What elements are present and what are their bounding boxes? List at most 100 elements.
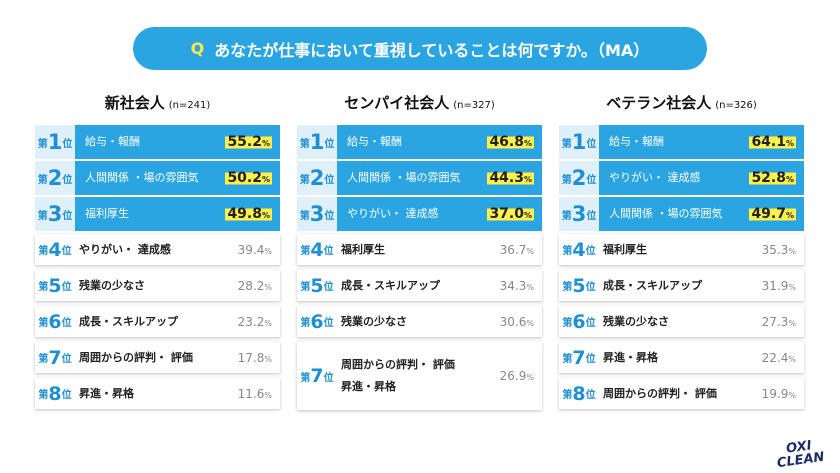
rank-number: 7 — [572, 346, 586, 369]
value-highlight: 36.7% — [500, 243, 534, 257]
value-number: 49.8 — [227, 206, 262, 222]
rank-prefix: 第 — [561, 138, 572, 150]
rank-suffix: 位 — [61, 318, 72, 329]
value-number: 17.8 — [237, 350, 265, 365]
item-label: 人間関係 ・場の雰囲気 — [337, 167, 487, 189]
rank-row: 第 5 位成長・スキルアップ 31.9% — [559, 270, 804, 301]
rank-suffix: 位 — [323, 318, 334, 329]
rank-suffix: 位 — [586, 210, 597, 222]
value: 28.2% — [238, 279, 280, 293]
rank-row: 第 3 位福利厚生 49.8% — [35, 197, 280, 231]
rank-suffix: 位 — [323, 246, 334, 257]
value: 17.8% — [238, 351, 280, 365]
rank-prefix: 第 — [38, 354, 49, 365]
value: 35.3% — [762, 243, 804, 257]
rank-prefix: 第 — [38, 390, 49, 401]
percent: % — [788, 354, 796, 364]
value: 39.4% — [238, 243, 280, 257]
rank-number: 2 — [571, 166, 587, 190]
rank-row: 第 7 位周囲からの評判・ 評価 昇進・昇格 26.9% — [297, 342, 542, 410]
label-line: 人間関係 ・場の雰囲気 — [85, 171, 199, 184]
rank-row: 第 7 位昇進・昇格 22.4% — [559, 342, 804, 373]
value: 49.7% — [749, 206, 804, 222]
percent: % — [523, 175, 532, 184]
value-number: 11.6 — [237, 386, 265, 401]
value-number: 27.3 — [761, 314, 789, 329]
item-label: やりがい・ 達成感 — [75, 239, 238, 261]
value-number: 35.3 — [761, 242, 789, 257]
percent: % — [261, 211, 270, 220]
value-highlight: 26.9% — [500, 369, 534, 383]
label-line: 昇進・昇格 — [79, 386, 134, 400]
value-number: 46.8 — [489, 134, 524, 150]
value-highlight: 30.6% — [500, 315, 534, 329]
rank-suffix: 位 — [585, 390, 596, 401]
label-line: 昇進・昇格 — [603, 350, 658, 364]
rank-suffix: 位 — [585, 246, 596, 257]
rank-row: 第 2 位人間関係 ・場の雰囲気 44.3% — [297, 161, 542, 195]
rank-row: 第 6 位成長・スキルアップ 23.2% — [35, 306, 280, 337]
column-title: ベテラン社会人 (n=326) — [559, 92, 804, 113]
value: 52.8% — [749, 170, 804, 186]
value-number: 34.3 — [499, 278, 527, 293]
value-number: 64.1 — [751, 134, 786, 150]
value-number: 36.7 — [499, 242, 527, 257]
rank-row: 第 4 位福利厚生 35.3% — [559, 234, 804, 265]
percent: % — [526, 318, 534, 328]
value-highlight: 11.6% — [238, 387, 272, 401]
value: 50.2% — [225, 170, 280, 186]
rank-number: 7 — [310, 365, 324, 387]
rank-row: 第 1 位給与・報酬 64.1% — [559, 125, 804, 159]
value: 36.7% — [500, 243, 542, 257]
item-label: やりがい・ 達成感 — [599, 167, 749, 189]
value-highlight: 64.1% — [749, 134, 796, 150]
label-line: 福利厚生 — [85, 207, 129, 220]
value: 55.2% — [225, 134, 280, 150]
rank-suffix: 位 — [62, 174, 73, 186]
sample-size: (n=327) — [453, 100, 495, 111]
rank-prefix: 第 — [300, 282, 311, 293]
rank-suffix: 位 — [586, 138, 597, 150]
rank-number: 8 — [572, 382, 586, 405]
title-text: 新社会人 — [104, 94, 165, 112]
label-line: やりがい・ 達成感 — [347, 207, 439, 220]
rank-number: 6 — [572, 310, 586, 333]
value-number: 28.2 — [237, 278, 265, 293]
rank-suffix: 位 — [323, 372, 334, 384]
value: 34.3% — [500, 279, 542, 293]
value: 37.0% — [487, 206, 542, 222]
value-number: 44.3 — [489, 170, 524, 186]
percent: % — [788, 282, 796, 292]
value-number: 31.9 — [761, 278, 789, 293]
rank-row: 第 7 位周囲からの評判・ 評価 17.8% — [35, 342, 280, 373]
item-label: 残業の少なさ — [599, 311, 762, 333]
item-label: やりがい・ 達成感 — [337, 203, 487, 225]
item-label: 福利厚生 — [75, 203, 225, 225]
value-highlight: 49.8% — [225, 206, 272, 222]
item-label: 昇進・昇格 — [75, 383, 238, 405]
rank-row: 第 1 位給与・報酬 55.2% — [35, 125, 280, 159]
value-highlight: 55.2% — [225, 134, 272, 150]
rank-prefix: 第 — [38, 318, 49, 329]
value-highlight: 34.3% — [500, 279, 534, 293]
value-highlight: 17.8% — [238, 351, 272, 365]
rank-row: 第 4 位やりがい・ 達成感 39.4% — [35, 234, 280, 265]
value-highlight: 28.2% — [238, 279, 272, 293]
value-number: 55.2 — [227, 134, 262, 150]
rank-prefix: 第 — [561, 210, 572, 222]
percent: % — [526, 246, 534, 256]
value: 23.2% — [238, 315, 280, 329]
value-number: 22.4 — [761, 350, 789, 365]
rank-prefix: 第 — [562, 390, 573, 401]
column-title: 新社会人 (n=241) — [35, 92, 280, 113]
rank-row: 第 3 位人間関係 ・場の雰囲気 49.7% — [559, 197, 804, 231]
rank-prefix: 第 — [562, 354, 573, 365]
